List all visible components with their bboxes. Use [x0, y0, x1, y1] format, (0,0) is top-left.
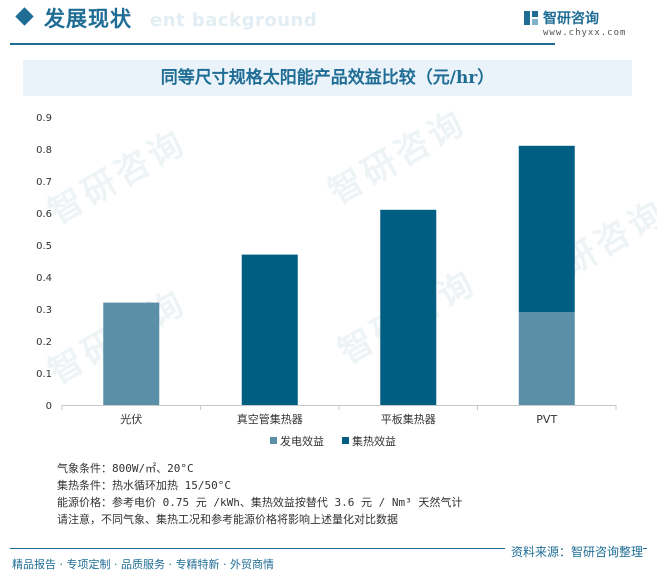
diamond-icon — [15, 7, 34, 26]
legend-swatch — [342, 437, 349, 444]
header: ent background 发展现状 智研咨询 www.chyxx.com — [0, 0, 657, 44]
bar-segment — [518, 312, 575, 405]
footer-divider — [10, 548, 647, 549]
y-tick-label: 0.7 — [36, 177, 52, 188]
legend-label: 发电效益 — [280, 434, 324, 448]
legend-label: 集热效益 — [352, 434, 396, 448]
y-tick-label: 0.8 — [36, 145, 52, 156]
note-heat: 集热条件：热水循环加热 15/50°C — [57, 479, 231, 492]
section-title: 发展现状 — [44, 7, 132, 31]
bar-segment — [518, 145, 575, 313]
x-category-label: 光伏 — [120, 412, 142, 426]
legend-swatch — [270, 437, 277, 444]
x-category-label: 平板集热器 — [381, 412, 436, 426]
note-disclaimer: 请注意，不同气象、集热工况和参考能源价格将影响上述量化对比数据 — [57, 513, 398, 526]
y-tick-label: 0.4 — [36, 273, 52, 284]
bar-segment — [380, 209, 437, 405]
footer-source: 资料来源：智研咨询整理 — [504, 543, 643, 560]
x-category-label: PVT — [536, 413, 557, 426]
note-energy-price: 能源价格：参考电价 0.75 元 /kWh、集热效益按替代 3.6 元 / Nm… — [57, 496, 463, 509]
y-tick-label: 0.1 — [36, 369, 52, 380]
brand: 智研咨询 www.chyxx.com — [523, 8, 643, 38]
y-tick-label: 0.3 — [36, 305, 52, 316]
header-divider — [10, 43, 555, 45]
x-category-label: 真空管集热器 — [237, 412, 303, 426]
notes: 气象条件：800W/㎡、20°C 集热条件：热水循环加热 15/50°C 能源价… — [57, 460, 462, 528]
note-weather: 气象条件：800W/㎡、20°C — [57, 462, 194, 475]
chart: 0 0.1 0.2 0.3 0.4 0.5 0.6 0.7 0.8 0.9 光伏 真空管集热器 平板集热… — [36, 113, 617, 448]
y-tick-label: 0.5 — [36, 241, 52, 252]
footer-services: 精品报告 · 专项定制 · 品质服务 · 专精特新 · 外贸商情 — [12, 558, 274, 571]
brand-url: www.chyxx.com — [543, 28, 627, 38]
chart-title: 同等尺寸规格太阳能产品效益比较（元/hr） — [23, 60, 632, 96]
brand-name: 智研咨询 — [543, 11, 599, 27]
y-tick-label: 0 — [46, 401, 52, 412]
y-tick-label: 0.6 — [36, 209, 52, 220]
bar-segment — [103, 302, 160, 405]
y-tick-label: 0.2 — [36, 337, 52, 348]
bar-segment — [241, 254, 298, 405]
header-background-word: ent background — [150, 10, 318, 31]
brand-logo-icon — [524, 11, 538, 25]
y-tick-label: 0.9 — [36, 113, 52, 124]
